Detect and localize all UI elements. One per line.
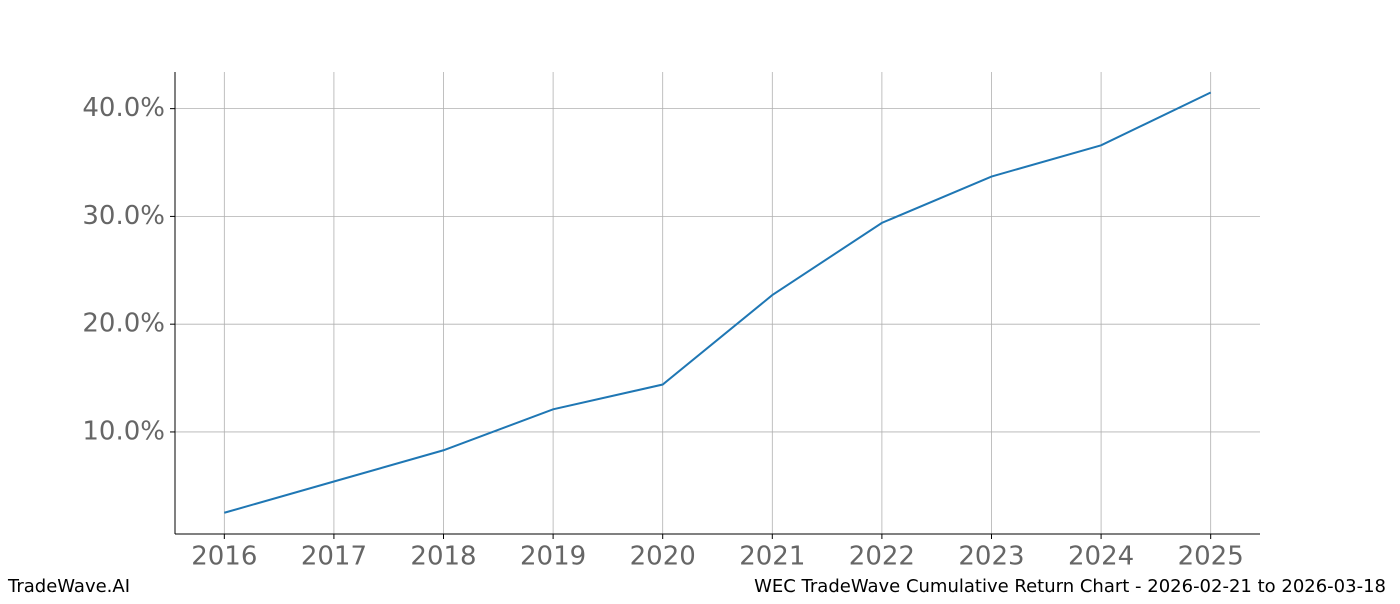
watermark: TradeWave.AI xyxy=(7,576,130,597)
y-tick-label: 30.0% xyxy=(82,201,165,231)
x-tick-label: 2016 xyxy=(191,542,257,572)
x-tick-label: 2020 xyxy=(630,542,696,572)
y-tick-label: 20.0% xyxy=(82,309,165,339)
x-tick-label: 2021 xyxy=(739,542,805,572)
x-tick-label: 2018 xyxy=(410,542,476,572)
x-tick-label: 2023 xyxy=(958,542,1024,572)
y-tick-label: 10.0% xyxy=(82,416,165,446)
x-tick-label: 2025 xyxy=(1178,542,1244,572)
x-tick-label: 2022 xyxy=(849,542,915,572)
x-tick-label: 2017 xyxy=(301,542,367,572)
x-tick-label: 2019 xyxy=(520,542,586,572)
x-tick-label: 2024 xyxy=(1068,542,1134,572)
line xyxy=(224,91,1212,514)
chart-title: WEC TradeWave Cumulative Return Chart - … xyxy=(754,576,1386,597)
y-tick-label: 40.0% xyxy=(82,93,165,123)
